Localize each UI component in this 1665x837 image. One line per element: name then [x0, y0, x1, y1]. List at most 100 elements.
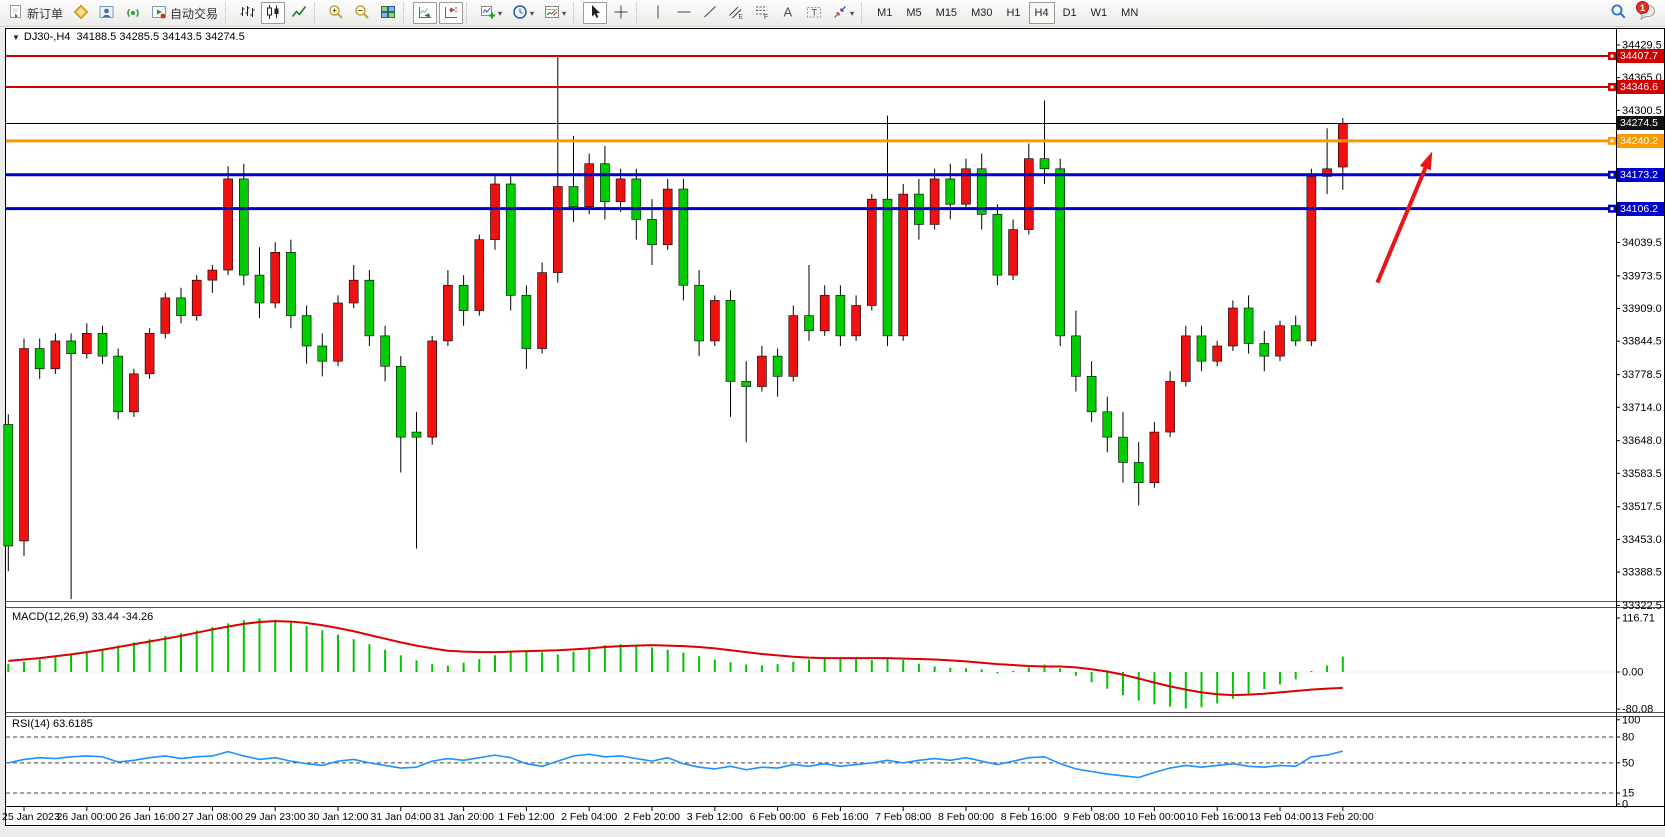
svg-text:8 Feb 00:00: 8 Feb 00:00 — [938, 811, 994, 823]
fibonacci-tool-button[interactable]: F — [750, 2, 774, 24]
timeframe-M15[interactable]: M15 — [935, 7, 958, 19]
equidistant-channel-button[interactable]: E — [724, 2, 748, 24]
timeframe-M5[interactable]: M5 — [906, 7, 922, 19]
svg-text:31 Jan 20:00: 31 Jan 20:00 — [433, 811, 494, 823]
signals-button[interactable] — [121, 2, 145, 24]
timeframe-W1[interactable]: W1 — [1090, 7, 1108, 19]
new-order-button[interactable]: 新订单 — [5, 2, 67, 24]
svg-text:13 Feb 04:00: 13 Feb 04:00 — [1249, 811, 1311, 823]
svg-text:27 Jan 08:00: 27 Jan 08:00 — [182, 811, 243, 823]
svg-text:0: 0 — [1622, 799, 1628, 811]
signal-waves-icon — [125, 4, 141, 23]
svg-text:6 Feb 16:00: 6 Feb 16:00 — [812, 811, 868, 823]
timeframe-H1[interactable]: H1 — [1006, 7, 1021, 19]
macd-signal-line — [8, 620, 1343, 697]
svg-text:10 Feb 16:00: 10 Feb 16:00 — [1186, 811, 1248, 823]
horizontal-line-icon — [676, 4, 692, 23]
svg-text:6 Feb 00:00: 6 Feb 00:00 — [750, 811, 806, 823]
new-chart-icon — [480, 4, 496, 23]
dropdown-arrow-icon: ▾ — [850, 8, 855, 18]
symbol-dropdown-icon[interactable]: ▼ — [12, 33, 20, 42]
rsi-line — [8, 750, 1343, 779]
crosshair-button[interactable] — [609, 2, 633, 24]
new-chart-button[interactable]: ▾ — [476, 2, 506, 24]
svg-text:80: 80 — [1622, 732, 1634, 744]
dropdown-arrow-icon: ▾ — [530, 8, 535, 18]
trendline-tool-button[interactable] — [698, 2, 722, 24]
search-button[interactable] — [1606, 2, 1631, 24]
templates-button[interactable]: ▾ — [540, 2, 570, 24]
zoom-out-icon — [354, 4, 370, 23]
fibonacci-icon: F — [754, 4, 770, 23]
horizontal-line-tool-button[interactable] — [672, 2, 696, 24]
candlestick-series — [3, 56, 1348, 600]
vertical-line-tool-button[interactable] — [646, 2, 670, 24]
timeframe-group: M1 M5 M15 M30 H1 H4 D1 W1 MN — [870, 2, 1145, 24]
cursor-button[interactable] — [583, 2, 608, 24]
svg-text:34300.5: 34300.5 — [1622, 105, 1662, 117]
toolbar-separator — [573, 3, 580, 23]
dropdown-arrow-icon: ▾ — [498, 8, 503, 18]
toolbar-separator — [861, 3, 868, 23]
auto-scroll-button[interactable] — [413, 2, 438, 24]
svg-text:33583.5: 33583.5 — [1622, 468, 1662, 480]
chart-title: ▼ DJ30-,H4 34188.5 34285.5 34143.5 34274.… — [12, 31, 245, 43]
auto-scroll-icon — [417, 4, 433, 23]
timeframe-D1[interactable]: D1 — [1062, 7, 1077, 19]
svg-text:0.00: 0.00 — [1622, 667, 1643, 679]
zoom-in-button[interactable] — [324, 2, 348, 24]
svg-text:9 Feb 08:00: 9 Feb 08:00 — [1064, 811, 1120, 823]
chart-shift-button[interactable] — [439, 2, 464, 24]
trendline-icon — [702, 4, 718, 23]
svg-text:26 Jan 00:00: 26 Jan 00:00 — [56, 811, 117, 823]
chart-ohlc-values: 34188.5 34285.5 34143.5 34274.5 — [76, 31, 245, 43]
timeframe-H4[interactable]: H4 — [1028, 2, 1055, 24]
crosshair-icon — [613, 4, 629, 23]
rsi-indicator-label: RSI(14) 63.6185 — [12, 718, 93, 730]
chart-frame — [5, 28, 1665, 826]
svg-text:33517.5: 33517.5 — [1622, 501, 1662, 513]
svg-text:34039.5: 34039.5 — [1622, 237, 1662, 249]
profile-button[interactable] — [95, 2, 119, 24]
macd-indicator-label: MACD(12,26,9) 33.44 -34.26 — [12, 611, 154, 623]
trend-arrow-head — [1419, 151, 1433, 171]
timeframe-M1[interactable]: M1 — [877, 7, 893, 19]
svg-text:T: T — [812, 7, 818, 17]
svg-text:33844.5: 33844.5 — [1622, 336, 1662, 348]
svg-text:13 Feb 20:00: 13 Feb 20:00 — [1312, 811, 1374, 823]
auto-trading-button[interactable]: 自动交易 — [147, 2, 222, 24]
timeframe-MN[interactable]: MN — [1121, 7, 1139, 19]
zoom-out-button[interactable] — [350, 2, 374, 24]
arrows-tool-button[interactable]: ▾ — [828, 2, 858, 24]
svg-text:116.71: 116.71 — [1622, 612, 1655, 624]
text-tool-button[interactable]: A — [776, 2, 800, 24]
ohlc-bars-icon — [239, 4, 255, 23]
tile-windows-button[interactable] — [376, 2, 400, 24]
text-icon: A — [780, 4, 796, 23]
svg-text:15: 15 — [1622, 788, 1634, 800]
metaeditor-button[interactable] — [69, 2, 93, 24]
horizontal-level-lines — [6, 52, 1616, 213]
candlestick-chart-button[interactable] — [261, 2, 286, 24]
chart-symbol-period: DJ30-,H4 — [23, 31, 71, 43]
bar-chart-button[interactable] — [235, 2, 259, 24]
svg-text:E: E — [739, 13, 744, 20]
svg-text:33909.0: 33909.0 — [1622, 303, 1662, 315]
notifications-button[interactable]: 1 — [1633, 1, 1660, 24]
clock-icon — [512, 4, 528, 23]
svg-text:100: 100 — [1622, 714, 1640, 726]
periods-button[interactable]: ▾ — [508, 2, 538, 24]
line-chart-button[interactable] — [287, 2, 311, 24]
window-bottom-edge — [0, 827, 1665, 837]
rsi-panel: 100 80 50 150 — [6, 714, 1640, 811]
svg-text:33648.0: 33648.0 — [1622, 435, 1662, 447]
svg-text:29 Jan 23:00: 29 Jan 23:00 — [245, 811, 306, 823]
cursor-icon — [587, 4, 603, 23]
text-label-tool-button[interactable]: T — [802, 2, 826, 24]
toolbar-separator — [314, 3, 321, 23]
svg-text:33778.5: 33778.5 — [1622, 369, 1662, 381]
timeframe-M30[interactable]: M30 — [971, 7, 993, 19]
toolbar-separator — [636, 3, 643, 23]
svg-text:33322.5: 33322.5 — [1622, 600, 1662, 612]
